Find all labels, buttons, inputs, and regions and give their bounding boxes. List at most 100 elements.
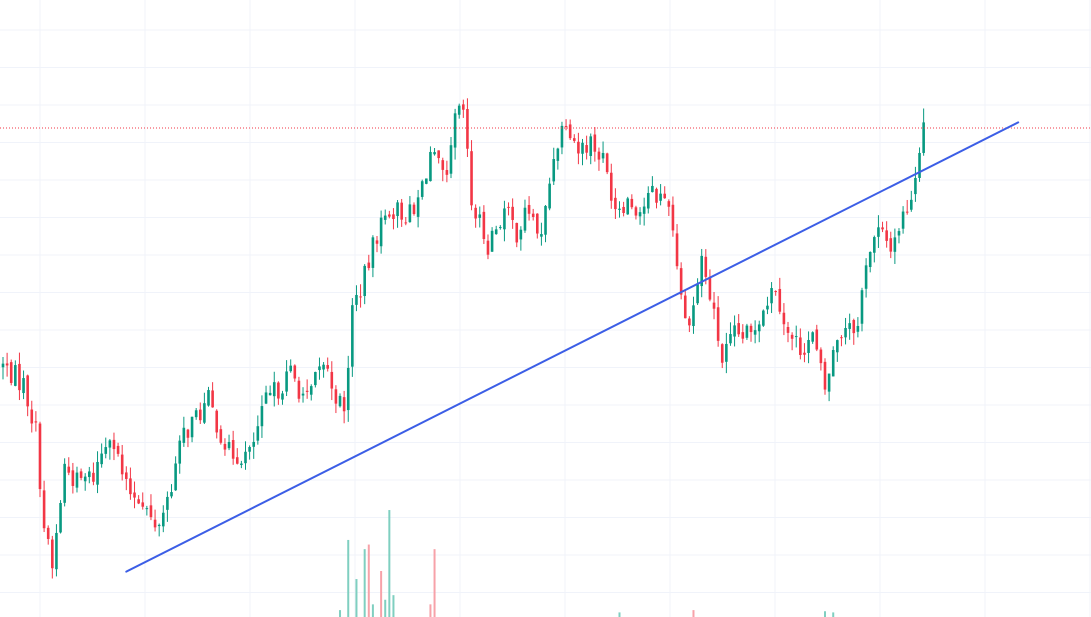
candle xyxy=(125,466,128,491)
candle xyxy=(540,222,543,246)
candle xyxy=(355,285,358,312)
candle-body xyxy=(445,170,449,175)
candle xyxy=(474,204,477,228)
candle xyxy=(71,462,75,494)
volume-bar xyxy=(392,595,395,617)
candle-body xyxy=(92,472,95,482)
candle xyxy=(712,292,716,320)
candle-body xyxy=(548,183,551,209)
candle-body xyxy=(852,320,856,334)
candle-body xyxy=(186,429,190,438)
candle-body xyxy=(264,392,268,404)
candle-body xyxy=(178,440,182,464)
candle xyxy=(166,491,169,522)
candle-body xyxy=(507,206,510,208)
candle xyxy=(737,314,740,337)
candle xyxy=(831,346,835,377)
candle-body xyxy=(540,234,543,237)
candle xyxy=(753,320,757,344)
candle-body xyxy=(314,371,317,386)
candle-body xyxy=(519,229,523,240)
candle-body xyxy=(536,213,539,234)
candle-body xyxy=(174,463,177,491)
candle xyxy=(536,213,539,239)
candle xyxy=(9,359,13,386)
candle-body xyxy=(581,142,584,154)
candle xyxy=(22,370,25,400)
candle xyxy=(470,140,473,211)
volume-bar xyxy=(339,610,342,617)
candle xyxy=(864,258,868,298)
candle-body xyxy=(194,410,198,418)
candle xyxy=(235,448,239,465)
candle xyxy=(922,108,925,156)
candle-body xyxy=(240,463,243,465)
candle xyxy=(96,451,99,494)
candle xyxy=(248,445,251,460)
candle-body xyxy=(425,178,428,184)
candle xyxy=(914,166,917,202)
candle xyxy=(198,402,202,424)
candle xyxy=(725,332,728,374)
candle-body xyxy=(116,445,120,454)
candle-body xyxy=(667,201,671,207)
candle-body xyxy=(322,364,325,370)
candle xyxy=(605,152,609,175)
candle-body xyxy=(260,406,264,427)
candle xyxy=(116,442,120,457)
candle-body xyxy=(359,296,362,298)
candle xyxy=(683,290,687,319)
candle-body xyxy=(227,441,231,449)
candle xyxy=(256,415,260,445)
candle xyxy=(642,197,646,226)
candle-body xyxy=(46,527,50,539)
trendline-drawing[interactable] xyxy=(125,121,1020,573)
candle-body xyxy=(272,382,276,397)
candle xyxy=(663,186,667,199)
candle-body xyxy=(268,392,272,396)
candle-body xyxy=(18,363,21,391)
candle-body xyxy=(457,105,461,115)
candle xyxy=(141,492,145,510)
candle xyxy=(38,421,42,498)
candle-body xyxy=(782,312,786,325)
trendline[interactable] xyxy=(125,121,1020,573)
candle-body xyxy=(367,262,371,269)
candle xyxy=(494,225,498,235)
candle xyxy=(112,432,116,461)
candle-body xyxy=(831,350,835,377)
candle xyxy=(873,235,876,263)
candle-body xyxy=(112,439,116,450)
candle-body xyxy=(749,325,753,333)
candle xyxy=(129,467,132,500)
candle xyxy=(589,133,593,165)
candle-body xyxy=(655,188,658,203)
candle xyxy=(305,379,309,399)
candle-body xyxy=(671,204,675,231)
candle-body xyxy=(860,290,864,324)
candle xyxy=(326,357,329,372)
candle xyxy=(770,282,773,314)
candle-body xyxy=(342,397,346,412)
candle xyxy=(614,188,617,219)
candle-body xyxy=(244,451,247,464)
candle xyxy=(720,343,724,369)
candle-body xyxy=(149,505,153,518)
candle xyxy=(277,381,280,405)
candle xyxy=(363,264,366,305)
candle xyxy=(145,505,149,516)
candle xyxy=(523,199,527,233)
candle xyxy=(211,382,214,408)
candle-body xyxy=(638,212,642,217)
candle xyxy=(704,249,708,285)
candle xyxy=(108,439,112,460)
candle xyxy=(482,205,486,245)
candle-body xyxy=(651,185,654,193)
candle xyxy=(856,317,860,338)
candle-body xyxy=(453,113,457,148)
candle-body xyxy=(877,227,880,237)
candle-body xyxy=(790,334,794,339)
candle xyxy=(63,458,66,507)
